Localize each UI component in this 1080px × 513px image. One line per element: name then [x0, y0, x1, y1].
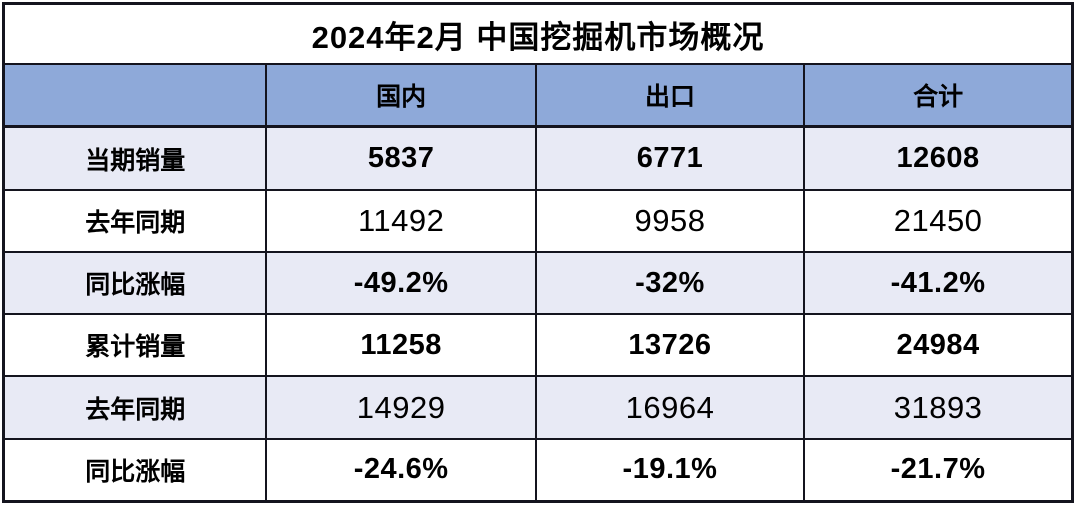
value-cell: -21.7% — [803, 437, 1074, 503]
column-header-domestic: 国内 — [265, 63, 537, 129]
value-cell: -19.1% — [534, 437, 806, 503]
row-label: 同比涨幅 — [2, 250, 268, 316]
value-cell: -41.2% — [803, 250, 1074, 316]
value-cell: 9958 — [534, 188, 806, 253]
column-header-export: 出口 — [534, 63, 806, 129]
column-header-total: 合计 — [803, 63, 1074, 129]
value-cell: 16964 — [534, 375, 806, 440]
value-cell: 5837 — [265, 125, 537, 191]
value-cell: 13726 — [534, 313, 806, 378]
table-row-last-year-period: 去年同期 11492 9958 21450 — [2, 188, 1074, 253]
value-cell: 11492 — [265, 188, 537, 253]
table-title: 2024年2月 中国挖掘机市场概况 — [2, 2, 1074, 66]
value-cell: 21450 — [803, 188, 1074, 253]
row-label: 同比涨幅 — [2, 437, 268, 503]
value-cell: -24.6% — [265, 437, 537, 503]
row-label: 去年同期 — [2, 188, 268, 253]
value-cell: 24984 — [803, 313, 1074, 378]
value-cell: 11258 — [265, 313, 537, 378]
title-row: 2024年2月 中国挖掘机市场概况 — [2, 2, 1074, 66]
value-cell: 12608 — [803, 125, 1074, 191]
row-label: 当期销量 — [2, 125, 268, 191]
table-row-cumulative-sales: 累计销量 11258 13726 24984 — [2, 313, 1074, 378]
value-cell: -32% — [534, 250, 806, 316]
table-row-current-sales: 当期销量 5837 6771 12608 — [2, 125, 1074, 191]
table-row-yoy-change: 同比涨幅 -49.2% -32% -41.2% — [2, 250, 1074, 316]
table-row-last-year-cumulative: 去年同期 14929 16964 31893 — [2, 375, 1074, 440]
value-cell: -49.2% — [265, 250, 537, 316]
header-row: 国内 出口 合计 — [2, 63, 1074, 129]
row-label: 去年同期 — [2, 375, 268, 440]
column-header-blank — [2, 63, 268, 129]
excavator-market-table: 2024年2月 中国挖掘机市场概况 国内 出口 合计 当期销量 5837 677… — [2, 2, 1074, 503]
value-cell: 14929 — [265, 375, 537, 440]
value-cell: 6771 — [534, 125, 806, 191]
table-row-cumulative-yoy-change: 同比涨幅 -24.6% -19.1% -21.7% — [2, 437, 1074, 503]
value-cell: 31893 — [803, 375, 1074, 440]
row-label: 累计销量 — [2, 313, 268, 378]
